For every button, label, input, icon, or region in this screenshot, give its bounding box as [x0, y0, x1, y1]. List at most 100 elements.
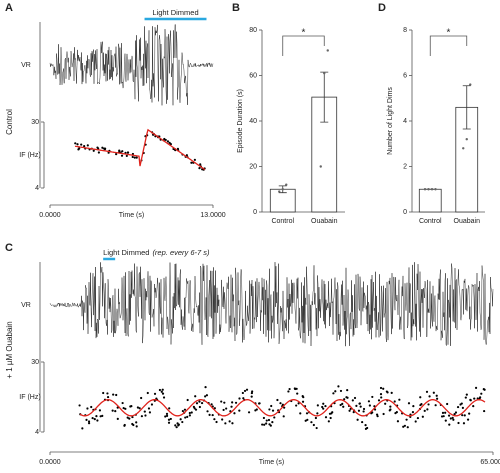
y-tick-label: 0: [403, 209, 407, 216]
if-point: [398, 398, 401, 401]
if-point: [83, 145, 86, 148]
y-axis-label: Number of Light Dims: [387, 87, 394, 155]
if-point: [85, 418, 88, 421]
if-point: [96, 419, 99, 422]
if-point: [299, 412, 302, 415]
data-point: [469, 83, 472, 86]
if-point: [186, 398, 189, 402]
if-point: [362, 407, 366, 411]
x-tick-label: 13.0000: [200, 212, 225, 219]
if-point: [190, 161, 193, 164]
panel-label: A: [5, 2, 13, 14]
if-point: [444, 411, 447, 414]
y-axis-label: IF (Hz): [19, 152, 40, 159]
if-point: [351, 399, 354, 402]
if-point: [161, 392, 165, 395]
data-point: [430, 188, 434, 191]
if-point: [315, 426, 318, 430]
if-point: [301, 400, 305, 403]
if-point: [447, 414, 451, 417]
if-point: [230, 405, 233, 408]
annotation: Light Dimmed: [152, 8, 198, 17]
if-point: [241, 391, 244, 395]
if-point: [121, 150, 124, 153]
if-point: [271, 409, 275, 412]
if-point: [74, 142, 77, 145]
if-point: [116, 417, 119, 420]
if-point: [168, 407, 171, 410]
if-point: [446, 402, 449, 406]
if-point: [101, 146, 104, 149]
if-point: [442, 415, 445, 418]
if-point: [462, 422, 466, 425]
if-point: [469, 399, 472, 402]
if-point: [135, 421, 138, 424]
data-point: [319, 165, 322, 168]
if-point: [130, 405, 133, 408]
if-point: [211, 413, 214, 417]
if-point: [305, 412, 309, 415]
x-tick-label: Ouabain: [454, 218, 481, 225]
x-tick-label: 65.0000: [480, 459, 500, 466]
if-point: [135, 425, 138, 428]
if-point: [106, 395, 110, 399]
if-point: [165, 414, 169, 417]
if-point: [198, 167, 201, 170]
if-point: [426, 408, 429, 411]
data-point: [285, 183, 288, 186]
if-point: [483, 388, 486, 391]
y-tick-label: 60: [249, 72, 257, 79]
x-tick-label: 0.0000: [39, 459, 61, 466]
if-point: [215, 420, 218, 424]
if-point: [198, 405, 201, 409]
if-point: [425, 390, 429, 393]
if-point: [193, 158, 196, 161]
vr-trace: [49, 262, 494, 347]
if-point: [386, 391, 389, 394]
if-point: [396, 420, 400, 423]
if-point: [193, 407, 196, 410]
if-point: [380, 396, 383, 399]
if-point: [273, 416, 276, 419]
if-point: [465, 393, 468, 396]
if-point: [106, 392, 109, 395]
if-point: [483, 409, 486, 413]
panel-label: D: [378, 2, 386, 14]
x-tick-label: Control: [419, 218, 442, 225]
if-point: [368, 404, 371, 407]
if-point: [393, 400, 396, 403]
if-point: [432, 391, 435, 394]
if-point: [181, 409, 184, 413]
if-point: [312, 423, 315, 427]
if-point: [184, 416, 187, 419]
if-point: [101, 414, 104, 417]
if-point: [186, 415, 189, 419]
if-point: [302, 396, 305, 399]
if-point: [356, 418, 359, 421]
if-point: [314, 416, 317, 420]
if-point: [251, 390, 254, 393]
if-point: [258, 402, 261, 405]
if-point: [247, 411, 251, 414]
if-point: [268, 408, 271, 411]
if-point: [448, 423, 451, 426]
if-point: [342, 405, 345, 408]
if-point: [367, 400, 371, 403]
if-point: [427, 403, 430, 406]
if-point: [339, 389, 343, 393]
if-point: [358, 402, 361, 405]
if-point: [364, 424, 367, 427]
if-point: [118, 149, 121, 152]
if-point: [316, 404, 319, 407]
if-point: [377, 399, 381, 402]
if-point: [282, 415, 285, 418]
y-tick-label: 80: [249, 27, 257, 34]
if-point: [474, 386, 478, 389]
if-point: [355, 404, 358, 407]
if-point: [146, 391, 149, 395]
if-point: [175, 426, 178, 429]
if-point: [195, 402, 199, 405]
y-tick-label: 30: [31, 359, 39, 366]
if-point: [80, 143, 83, 146]
